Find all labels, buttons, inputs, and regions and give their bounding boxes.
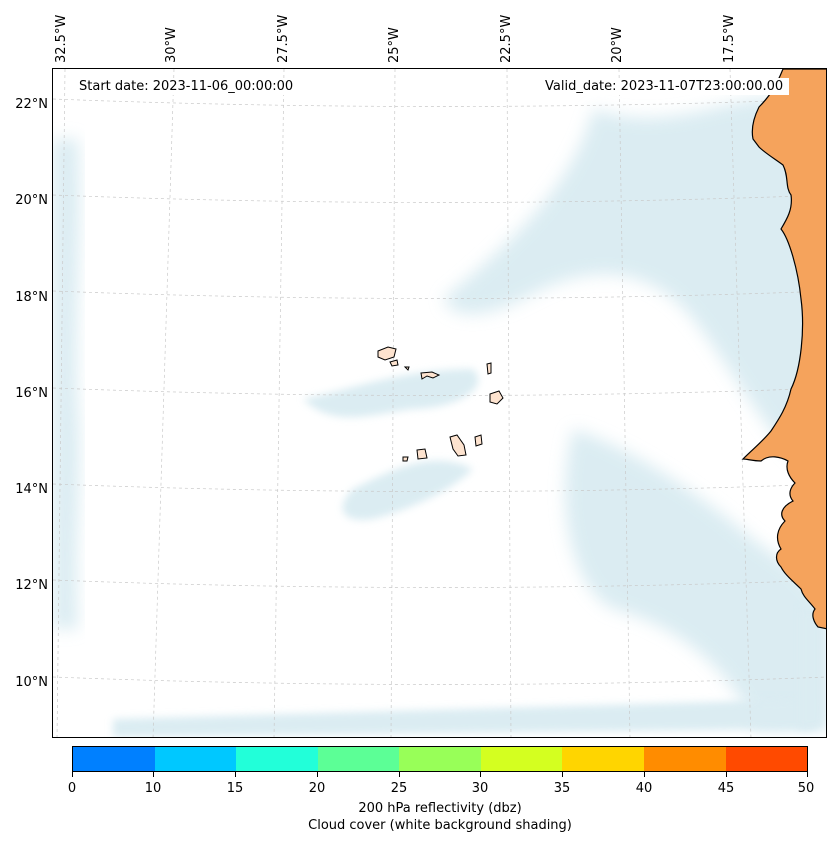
colorbar-tick-50 <box>807 772 808 777</box>
cloud-band-southeast <box>565 429 826 729</box>
colorbar-bin-25-30 <box>399 747 481 771</box>
grid-lon-20w <box>618 69 631 737</box>
grid-lat-22n <box>53 98 826 107</box>
grid-lat-10n <box>53 676 826 685</box>
colorbar-bin-20-25 <box>317 747 400 771</box>
cloud-cover-shading <box>53 99 826 737</box>
colorbar-ticklabel-50: 50 <box>797 781 815 796</box>
colorbar-ticklabel-0: 0 <box>67 781 77 796</box>
grid-lat-14n <box>53 483 826 492</box>
colorbar-label: 200 hPa reflectivity (dbz) <box>358 801 522 816</box>
island-sal <box>486 362 492 375</box>
colorbar-tick-30 <box>480 772 481 777</box>
colorbar-ticklabel-30: 30 <box>471 781 489 796</box>
colorbar-ticklabel-45: 45 <box>717 781 735 796</box>
colorbar-bin-10-15 <box>154 747 237 771</box>
grid-lat-12n <box>53 579 826 588</box>
island-santiago <box>449 434 467 457</box>
colorbar-tick-20 <box>317 772 318 777</box>
lat-label-16n: 16°N <box>15 386 48 401</box>
colorbar-ticklabel-10: 10 <box>144 781 162 796</box>
lon-label-32-5w: 32.5°W <box>54 14 69 63</box>
lon-label-30w: 30°W <box>164 27 179 63</box>
lon-label-17-5w: 17.5°W <box>722 14 737 63</box>
colorbar-bin-45-50 <box>725 747 808 771</box>
cloud-band-northeast <box>443 99 826 488</box>
map-canvas <box>53 69 826 737</box>
cape-verde-islands <box>377 346 504 462</box>
grid-lon-32-5w <box>56 69 66 737</box>
colorbar-bin-30-35 <box>480 747 563 771</box>
colorbar-ticklabel-25: 25 <box>390 781 408 796</box>
colorbar-tick-35 <box>562 772 563 777</box>
lon-label-22-5w: 22.5°W <box>499 14 514 63</box>
colorbar-sublabel: Cloud cover (white background shading) <box>308 818 572 833</box>
grid-lon-17-5w <box>729 69 752 737</box>
island-maio <box>474 434 483 447</box>
grid-lon-22-5w <box>506 69 512 737</box>
lat-label-10n: 10°N <box>15 675 48 690</box>
map-panel <box>52 68 827 738</box>
island-sao-nicolau <box>420 371 441 380</box>
lon-label-25w: 25°W <box>387 27 402 63</box>
cloud-band-south-edge <box>113 699 813 737</box>
colorbar <box>72 746 808 772</box>
lat-label-12n: 12°N <box>15 578 48 593</box>
lat-label-18n: 18°N <box>15 290 48 305</box>
lon-label-20w: 20°W <box>610 27 625 63</box>
west-africa-land <box>741 69 826 630</box>
valid-date-label: Valid_date: 2023-11-07T23:00:00.00 <box>539 78 790 95</box>
colorbar-ticklabel-20: 20 <box>308 781 326 796</box>
grid-lat-18n <box>53 290 826 299</box>
lat-label-22n: 22°N <box>15 97 48 112</box>
colorbar-ticklabel-35: 35 <box>553 781 571 796</box>
grid-lon-25w <box>390 69 396 737</box>
colorbar-ticklabel-15: 15 <box>226 781 244 796</box>
colorbar-tick-0 <box>72 772 73 777</box>
colorbar-ticklabel-40: 40 <box>635 781 653 796</box>
island-santo-antao <box>377 346 397 361</box>
island-boa-vista <box>489 390 504 405</box>
grid-lon-27-5w <box>273 69 285 737</box>
graticule <box>53 69 826 737</box>
cloud-band-central <box>303 369 479 418</box>
island-santa-luzia <box>403 366 410 371</box>
colorbar-tick-40 <box>644 772 645 777</box>
start-date-label: Start date: 2023-11-06_00:00:00 <box>73 78 300 95</box>
colorbar-bin-35-40 <box>562 747 644 771</box>
lat-label-20n: 20°N <box>15 193 48 208</box>
grid-lat-16n <box>53 387 826 396</box>
colorbar-tick-45 <box>726 772 727 777</box>
colorbar-bin-40-45 <box>643 747 726 771</box>
grid-lat-20n <box>53 194 826 203</box>
cloud-band-swirl <box>342 460 473 520</box>
cloud-band-east-edge <box>798 609 823 729</box>
colorbar-bin-0-10 <box>73 747 155 771</box>
colorbar-tick-10 <box>153 772 154 777</box>
colorbar-tick-15 <box>235 772 236 777</box>
lon-label-27-5w: 27.5°W <box>276 14 291 63</box>
lat-label-14n: 14°N <box>15 482 48 497</box>
grid-lon-30w <box>152 69 175 737</box>
colorbar-bin-15-20 <box>236 747 318 771</box>
cloud-band-west-edge <box>53 139 80 629</box>
colorbar-tick-25 <box>399 772 400 777</box>
island-sao-vicente <box>389 359 399 367</box>
island-brava <box>402 456 409 462</box>
island-fogo <box>416 448 428 460</box>
